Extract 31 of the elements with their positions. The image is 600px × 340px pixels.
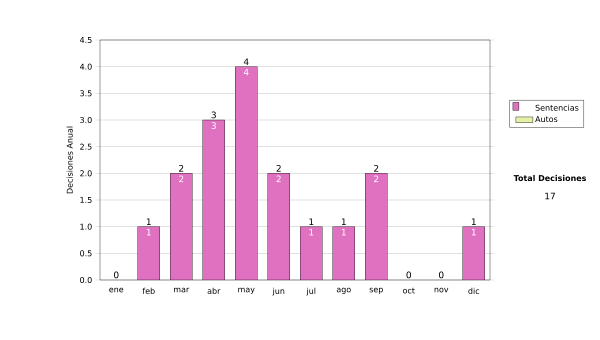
bar [365, 173, 388, 280]
total-label: 2 [276, 164, 281, 172]
data-label: 1 [342, 228, 346, 236]
bar [268, 173, 290, 280]
total-label: 1 [472, 218, 476, 225]
total-label: 4 [244, 58, 249, 65]
data-label: 2 [179, 176, 184, 182]
bar [332, 226, 355, 280]
bar [138, 226, 160, 280]
data-label: 1 [146, 228, 151, 236]
bar [235, 66, 258, 280]
data-label: 2 [374, 176, 378, 182]
total-label: 1 [342, 218, 346, 225]
total-label: 3 [212, 112, 216, 118]
data-label: 1 [309, 228, 314, 236]
total-label: 2 [179, 164, 184, 172]
data-label: 4 [244, 68, 249, 76]
bar [170, 173, 192, 280]
data-label: 1 [472, 228, 476, 236]
text: 17 [545, 192, 555, 200]
total-label: 0 [406, 272, 412, 278]
data-label: 3 [212, 122, 216, 129]
total-label: 0 [438, 272, 444, 278]
bar [300, 226, 322, 280]
total-label: 1 [309, 218, 314, 225]
bar [202, 120, 225, 280]
total-label: 1 [146, 218, 151, 225]
total-label: 0 [114, 272, 119, 278]
bar [462, 226, 485, 280]
data-label: 2 [276, 176, 281, 182]
total-label: 2 [374, 164, 378, 172]
